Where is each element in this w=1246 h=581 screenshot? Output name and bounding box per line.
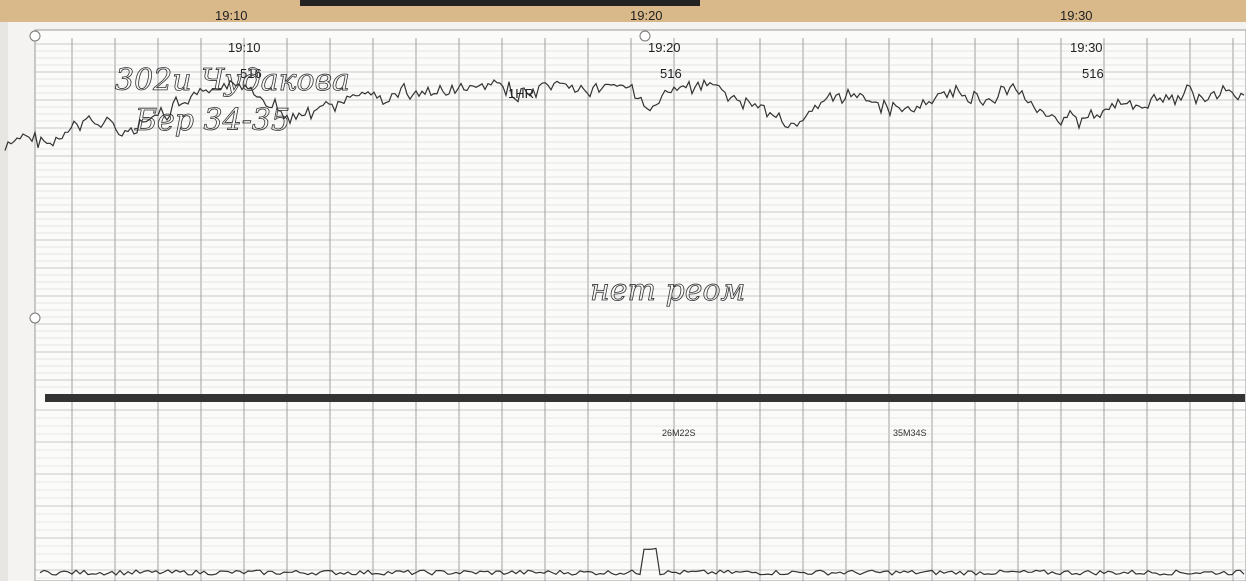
elapsed-mark: 35M34S <box>893 428 927 438</box>
grid <box>35 38 1246 581</box>
time-code: 516 <box>1082 66 1104 81</box>
handwriting: 302и Чудакова <box>115 63 350 98</box>
handle <box>639 30 651 42</box>
handle <box>29 312 41 324</box>
time-mark: 19:10 <box>228 40 261 55</box>
fhr-trace <box>4 78 1245 151</box>
time-mark: 19:30 <box>1070 40 1103 55</box>
header-time: 19:30 <box>1060 8 1093 23</box>
time-mark: 19:20 <box>648 40 681 55</box>
paper <box>34 29 1246 581</box>
handwriting: нет реом <box>590 273 745 308</box>
header-time: 19:10 <box>215 8 248 23</box>
handle <box>29 30 41 42</box>
toco-trace <box>39 547 1245 576</box>
handwriting: Бер 34-35 <box>134 103 290 138</box>
time-code: 516 <box>660 66 682 81</box>
top-bar <box>300 0 700 6</box>
header-time: 19:20 <box>630 8 663 23</box>
elapsed-mark: 26M22S <box>662 428 696 438</box>
event-label: 1HR <box>508 86 534 101</box>
dark-band <box>45 394 1245 402</box>
time-code: 516 <box>240 66 262 81</box>
